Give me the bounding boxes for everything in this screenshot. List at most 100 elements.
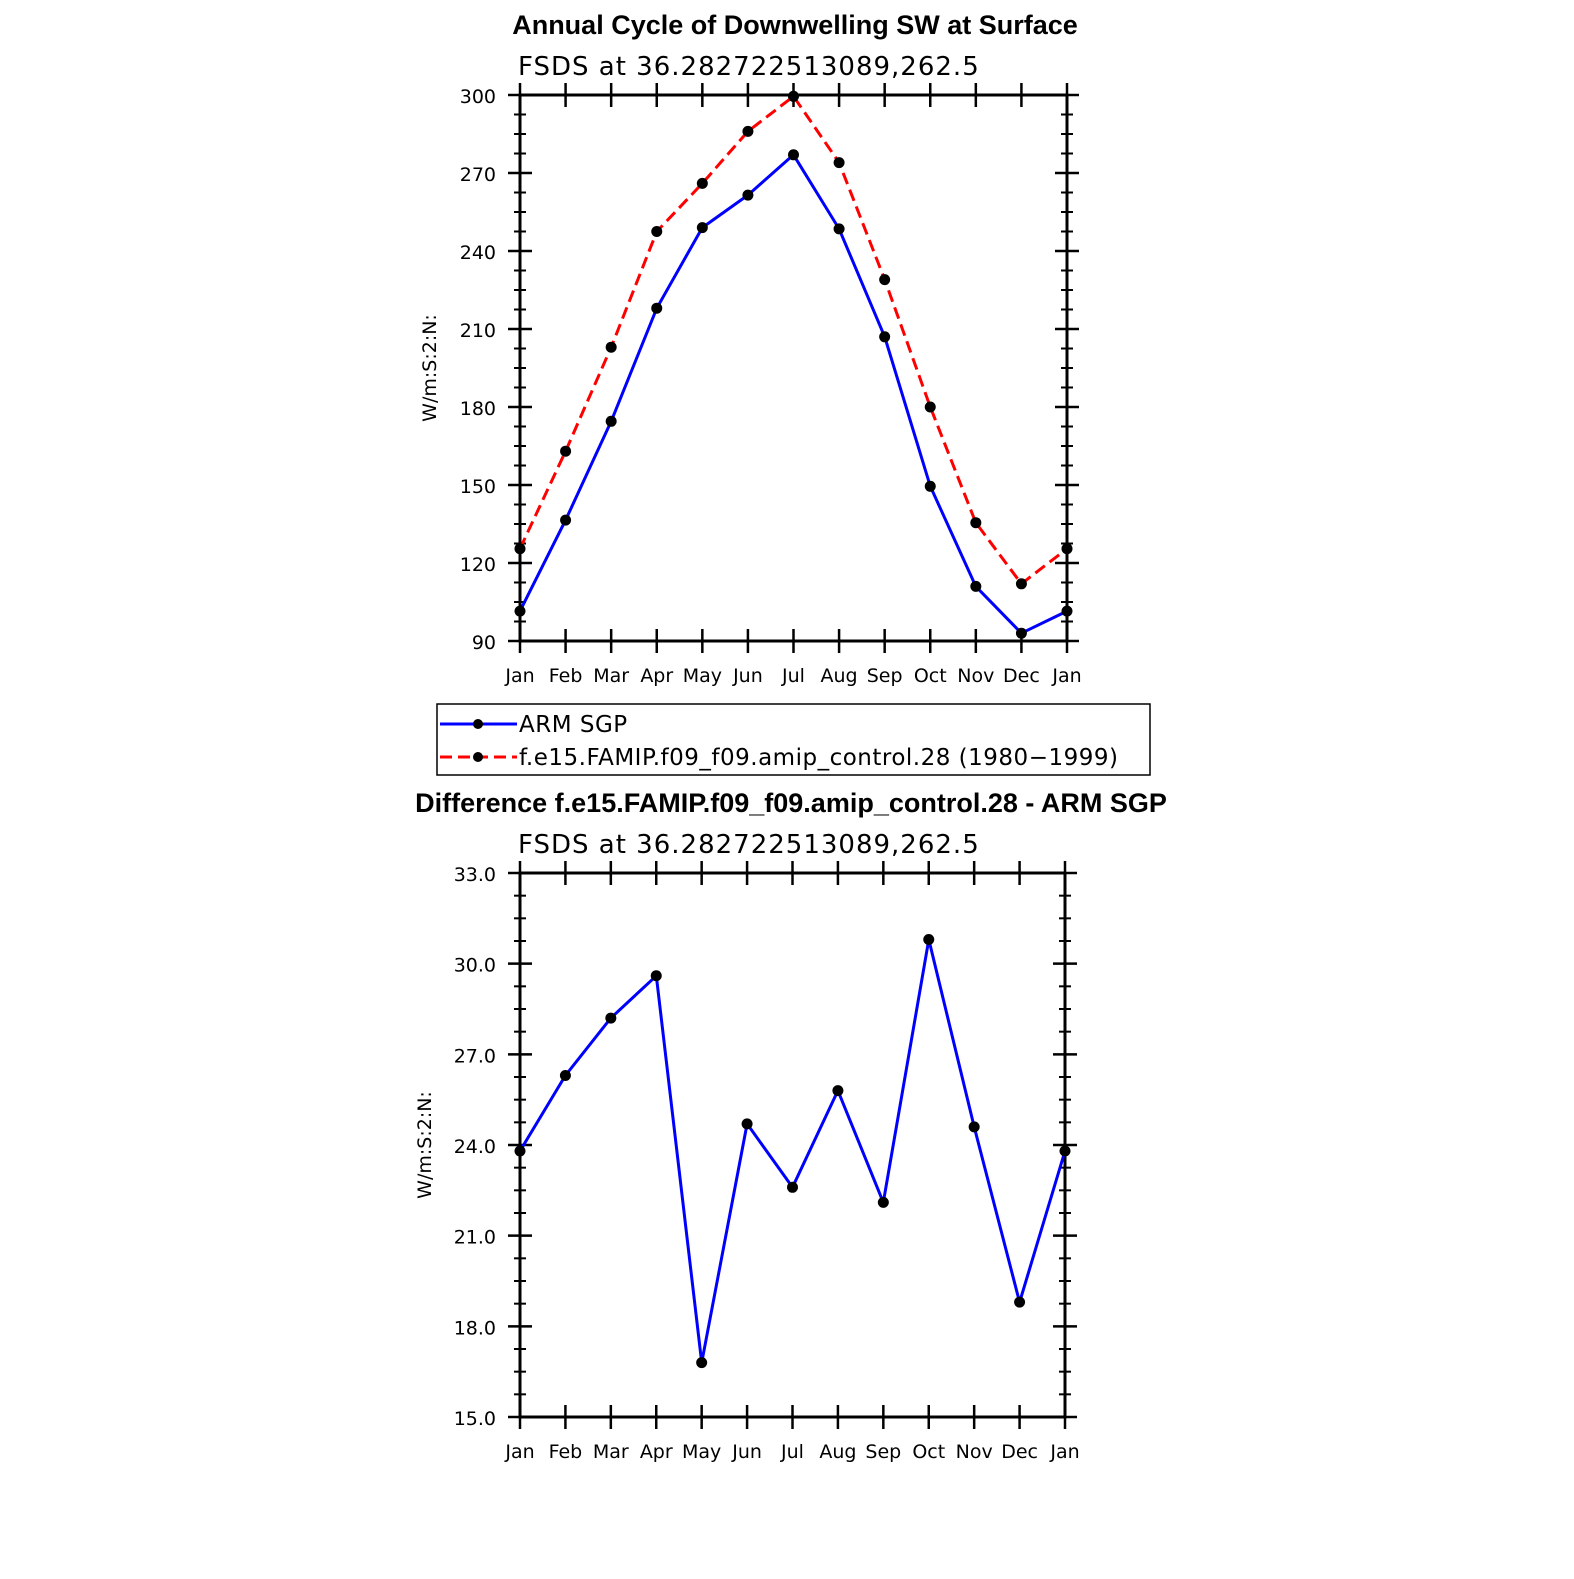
data-point-1 [651, 226, 663, 237]
data-point-0 [1059, 1145, 1071, 1157]
data-point-0 [877, 1196, 889, 1208]
data-point-1 [560, 445, 572, 457]
data-point-1 [1061, 543, 1073, 555]
data-point-0 [514, 605, 526, 617]
data-point-0 [832, 1085, 844, 1097]
x-ticks: Jan Feb Mar Apr May Jun Jul Aug Sep Oct Nov Dec Jan [504, 861, 1080, 1463]
y-tick-label: 30.0 [454, 955, 496, 977]
series-line-0 [518, 938, 1067, 1365]
legend-box [436, 703, 1151, 776]
x-tick-label: Jul [780, 1441, 804, 1463]
panel-difference: Difference f.e15.FAMIP.f09_f09.amip_cont… [414, 788, 1167, 1463]
y-tick-label: 27.0 [454, 1045, 496, 1067]
y-tick-label: 18.0 [454, 1317, 496, 1339]
data-point-0 [968, 1121, 980, 1133]
x-tick-label: Sep [865, 1441, 901, 1463]
data-point-1 [879, 274, 891, 286]
x-tick-label: Aug [821, 665, 858, 687]
data-point-1 [788, 90, 799, 102]
data-point-0 [833, 223, 845, 235]
legend: ARM SGP f.e15.FAMIP.f09_f09.amip_control… [436, 703, 1151, 776]
data-point-0 [741, 1118, 753, 1130]
x-ticks: Jan Feb Mar Apr May Jun Jul Aug Sep Oct Nov Dec Jan [504, 83, 1082, 687]
x-tick-label: Apr [640, 665, 673, 687]
data-point-1 [924, 401, 936, 413]
data-point-0 [924, 480, 936, 492]
data-point-0 [1015, 627, 1027, 639]
y-tick-label: 15.0 [454, 1408, 496, 1430]
y-tick-label: 150 [460, 476, 496, 498]
x-tick-label: Jan [504, 665, 534, 687]
chart-title: Annual Cycle of Downwelling SW at Surfac… [512, 10, 1078, 40]
data-point-0 [787, 1181, 798, 1193]
x-tick-label: Jan [1049, 1441, 1079, 1463]
x-tick-label: Dec [1001, 1441, 1038, 1463]
data-point-0 [605, 415, 617, 427]
chart-subtitle: FSDS at 36.282722513089,262.5 [518, 830, 980, 860]
y-axis-label: W/m:S:2:N: [414, 1091, 436, 1199]
legend-marker-arm [473, 719, 483, 729]
x-tick-label: Feb [549, 1441, 583, 1463]
y-tick-label: 300 [460, 86, 496, 108]
x-tick-label: Sep [867, 665, 903, 687]
y-tick-label: 90 [472, 632, 496, 654]
data-point-1 [1015, 578, 1027, 590]
data-point-0 [514, 1145, 526, 1157]
series-line-1 [518, 94, 1068, 586]
x-tick-label: Jun [731, 1441, 762, 1463]
x-tick-label: Dec [1003, 665, 1040, 687]
data-point-0 [605, 1012, 617, 1024]
y-tick-label: 210 [460, 320, 496, 342]
data-point-0 [742, 189, 754, 201]
data-point-1 [970, 517, 982, 529]
x-tick-label: Oct [914, 665, 947, 687]
y-tick-label: 240 [460, 242, 496, 264]
x-tick-label: Feb [549, 665, 583, 687]
data-point-0 [560, 514, 572, 526]
legend-label-model: f.e15.FAMIP.f09_f09.amip_control.28 (198… [519, 745, 1118, 771]
data-point-1 [514, 543, 526, 555]
legend-marker-model [473, 752, 483, 762]
series-group [514, 90, 1073, 639]
y-tick-label: 120 [460, 554, 496, 576]
data-point-0 [788, 149, 799, 161]
data-point-1 [742, 125, 754, 137]
data-point-0 [1061, 605, 1073, 617]
x-tick-label: Mar [593, 1441, 629, 1463]
x-tick-label: May [683, 665, 722, 687]
y-tick-label: 180 [460, 398, 496, 420]
data-point-1 [696, 177, 708, 189]
data-point-0 [879, 331, 891, 343]
data-point-1 [605, 341, 617, 353]
data-point-1 [833, 157, 845, 169]
data-point-0 [970, 580, 982, 592]
series-line-0 [518, 153, 1068, 635]
data-point-0 [559, 1069, 571, 1081]
data-point-0 [923, 933, 935, 945]
y-tick-label: 270 [460, 164, 496, 186]
x-tick-label: Nov [957, 665, 994, 687]
y-tick-label: 33.0 [454, 864, 496, 886]
panel-annual-cycle: Annual Cycle of Downwelling SW at Surfac… [419, 10, 1082, 687]
y-ticks: 90 120 150 180 210 240 270 300 [460, 86, 1079, 654]
x-tick-label: Mar [593, 665, 629, 687]
x-tick-label: Apr [640, 1441, 673, 1463]
x-tick-label: Jan [504, 1441, 534, 1463]
data-point-0 [651, 302, 663, 314]
y-tick-label: 24.0 [454, 1136, 496, 1158]
y-ticks: 15.0 18.0 21.0 24.0 27.0 30.0 33.0 [454, 864, 1077, 1430]
plot-frame [518, 871, 1067, 1419]
legend-label-arm: ARM SGP [519, 712, 628, 738]
chart-subtitle: FSDS at 36.282722513089,262.5 [518, 52, 980, 82]
x-tick-label: Aug [819, 1441, 856, 1463]
data-point-0 [650, 970, 662, 982]
data-point-0 [1014, 1296, 1026, 1308]
y-axis-label: W/m:S:2:N: [419, 314, 441, 422]
series-group [514, 933, 1071, 1369]
chart-title: Difference f.e15.FAMIP.f09_f09.amip_cont… [415, 788, 1167, 818]
x-tick-label: Oct [912, 1441, 945, 1463]
x-tick-label: Nov [956, 1441, 993, 1463]
x-tick-label: May [682, 1441, 721, 1463]
